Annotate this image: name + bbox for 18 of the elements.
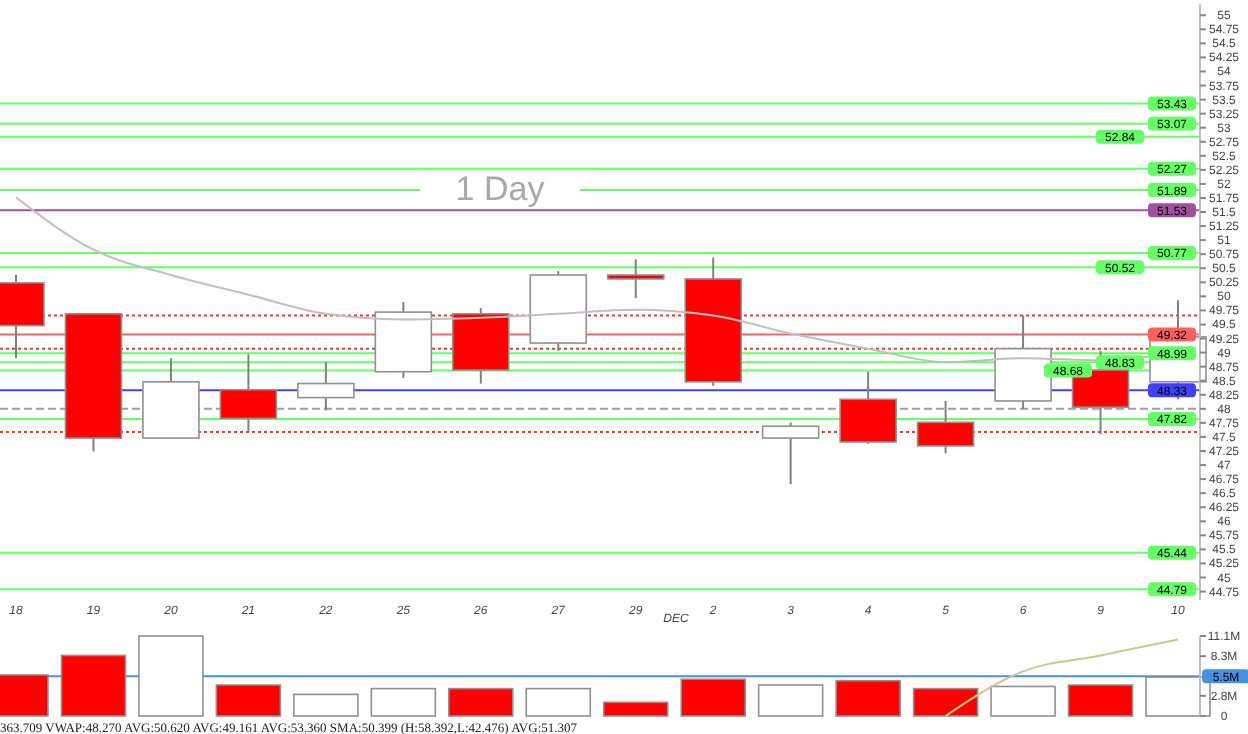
bar bbox=[680, 678, 746, 717]
bar bbox=[293, 693, 359, 717]
bar bbox=[602, 701, 669, 717]
text: 1 Day bbox=[455, 170, 546, 208]
bar bbox=[835, 679, 901, 717]
bar bbox=[138, 635, 204, 717]
bar bbox=[912, 687, 979, 717]
line-series bbox=[944, 638, 1179, 717]
bar bbox=[215, 684, 282, 717]
bar bbox=[990, 685, 1056, 717]
bar bbox=[370, 687, 437, 717]
bar bbox=[525, 687, 592, 717]
bar bbox=[757, 684, 824, 717]
candlestick bbox=[606, 258, 665, 300]
bar bbox=[448, 687, 514, 717]
bar bbox=[1067, 684, 1134, 717]
bar bbox=[1145, 676, 1211, 717]
bar bbox=[60, 654, 127, 717]
